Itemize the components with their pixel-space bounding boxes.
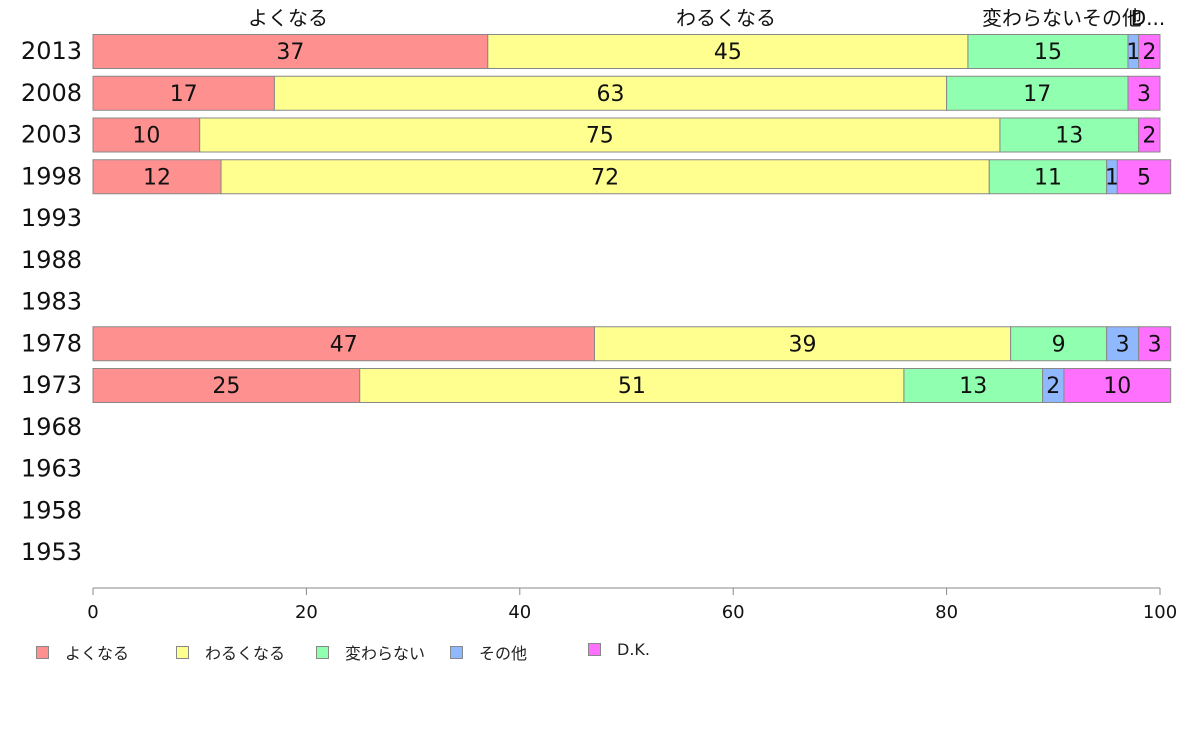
legend-swatch xyxy=(36,645,49,659)
data-label: 12 xyxy=(143,165,171,190)
bar-segment xyxy=(967,34,1129,69)
data-label: 3 xyxy=(1137,82,1151,107)
bar-segment xyxy=(92,368,361,403)
data-label: 47 xyxy=(330,332,358,357)
data-label: 11 xyxy=(1034,165,1062,190)
category-label: 2008 xyxy=(21,79,82,107)
data-label: 15 xyxy=(1034,40,1062,65)
data-label: 1 xyxy=(1105,165,1119,190)
x-tick-label: 80 xyxy=(935,602,958,623)
category-label: 1968 xyxy=(21,413,82,441)
bar-segment xyxy=(92,117,201,153)
data-label: 45 xyxy=(714,40,742,65)
top-series-label: よくなる xyxy=(248,6,328,30)
bar-segment xyxy=(1127,75,1161,111)
x-tick-label: 100 xyxy=(1143,602,1177,623)
data-label: 1 xyxy=(1126,40,1140,65)
bar-segment xyxy=(487,34,969,69)
legend-swatch xyxy=(316,645,329,659)
category-label: 1958 xyxy=(21,496,82,524)
data-label: 51 xyxy=(618,374,646,399)
legend-label: D.K. xyxy=(617,640,650,659)
x-tick-label: 0 xyxy=(87,602,98,623)
category-label: 2013 xyxy=(21,37,82,65)
x-tick-label: 20 xyxy=(295,602,318,623)
category-label: 1978 xyxy=(21,329,82,357)
bar-segment xyxy=(1063,368,1172,403)
category-label: 1993 xyxy=(21,204,82,232)
data-label: 3 xyxy=(1148,332,1162,357)
bar-segment xyxy=(273,75,948,111)
bar-segment xyxy=(946,75,1129,111)
x-tick-label: 40 xyxy=(508,602,531,623)
data-label: 3 xyxy=(1116,332,1130,357)
top-series-label: D... xyxy=(1131,6,1165,30)
category-label: 1998 xyxy=(21,162,82,190)
data-label: 2 xyxy=(1142,124,1156,149)
data-label: 72 xyxy=(591,165,619,190)
bar-segment xyxy=(220,159,990,195)
data-label: 25 xyxy=(212,374,240,399)
x-tick-label: 60 xyxy=(722,602,745,623)
legend-item: わるくなる xyxy=(176,640,285,664)
data-label: 37 xyxy=(276,40,304,65)
bar-segment xyxy=(92,34,489,69)
top-series-label: 変わらないその他 xyxy=(982,6,1142,30)
legend-item: その他 xyxy=(450,640,527,664)
top-series-label: わるくなる xyxy=(676,6,776,30)
legend-item: D.K. xyxy=(588,640,650,659)
data-label: 2 xyxy=(1046,374,1060,399)
category-label: 1973 xyxy=(21,371,82,399)
bar-segment xyxy=(1138,34,1161,69)
data-label: 63 xyxy=(596,82,624,107)
data-label: 13 xyxy=(959,374,987,399)
bar-segment xyxy=(903,368,1044,403)
data-label: 10 xyxy=(1103,374,1131,399)
bar-segment xyxy=(1116,159,1172,195)
bar-segment xyxy=(199,117,1001,153)
data-label: 2 xyxy=(1142,40,1156,65)
legend-label: 変わらない xyxy=(345,644,426,663)
category-label: 1963 xyxy=(21,455,82,483)
bar-segment xyxy=(1138,326,1172,362)
data-label: 10 xyxy=(132,124,160,149)
bar-segment xyxy=(1010,326,1108,362)
category-label: 2003 xyxy=(21,121,82,149)
data-label: 39 xyxy=(789,332,817,357)
data-label: 9 xyxy=(1052,332,1066,357)
data-label: 5 xyxy=(1137,165,1151,190)
bar-segment xyxy=(999,117,1140,153)
legend-swatch xyxy=(176,645,189,659)
legend-swatch xyxy=(588,643,601,656)
bar-segment xyxy=(593,326,1012,362)
data-label: 17 xyxy=(170,82,198,107)
legend-label: わるくなる xyxy=(205,644,286,663)
data-label: 17 xyxy=(1023,82,1051,107)
legend-swatch xyxy=(450,645,463,659)
bar-segment xyxy=(1138,117,1161,153)
category-label: 1988 xyxy=(21,246,82,274)
category-label: 1983 xyxy=(21,288,82,316)
legend-label: その他 xyxy=(479,644,528,663)
category-label: 1953 xyxy=(21,538,82,566)
legend-label: よくなる xyxy=(65,644,130,663)
data-label: 75 xyxy=(586,124,614,149)
data-label: 13 xyxy=(1055,124,1083,149)
legend-item: よくなる xyxy=(36,640,129,664)
legend-item: 変わらない xyxy=(316,640,425,664)
